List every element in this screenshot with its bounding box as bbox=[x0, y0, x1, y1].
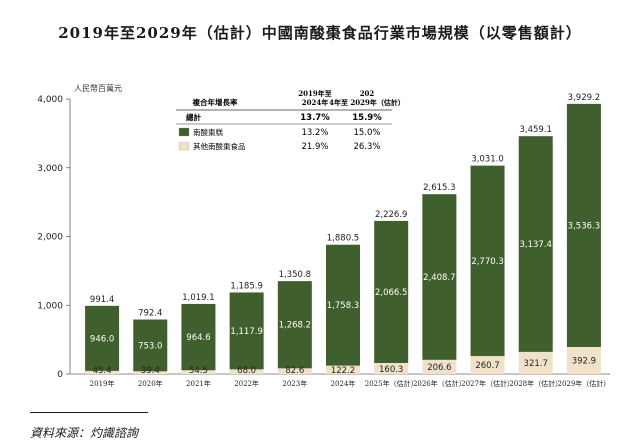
bar-other-label: 122.2 bbox=[331, 366, 355, 376]
bar-other-segment bbox=[85, 370, 120, 374]
y-tick-label: 2,000 bbox=[37, 233, 63, 243]
x-tick-label: 2023年 bbox=[282, 379, 307, 388]
bar-main-segment bbox=[374, 220, 409, 363]
cagr-row-value: 15.0% bbox=[353, 128, 380, 138]
bar-other-label: 45.4 bbox=[93, 366, 112, 376]
bar-other-label: 206.6 bbox=[427, 363, 451, 373]
bar-main-segment bbox=[181, 303, 216, 371]
bar-main-label: 946.0 bbox=[90, 334, 114, 344]
bar-main-label: 2,066.5 bbox=[375, 288, 407, 298]
bar-total-label: 3,459.1 bbox=[520, 125, 552, 135]
bar-main-label: 3,536.3 bbox=[568, 221, 600, 231]
bar-main-label: 2,408.7 bbox=[423, 273, 455, 283]
bar-total-label: 1,185.9 bbox=[230, 281, 262, 291]
cagr-row-value: 21.9% bbox=[301, 142, 328, 152]
cagr-row-value: 26.3% bbox=[353, 142, 380, 152]
bar-other-segment bbox=[566, 346, 601, 374]
y-tick-label: 1,000 bbox=[37, 301, 63, 311]
cagr-legend-swatch bbox=[178, 141, 190, 151]
bar-other-segment bbox=[518, 351, 553, 374]
cagr-col1-header: 2019年至 bbox=[298, 89, 331, 98]
bar-main-label: 1,268.2 bbox=[279, 321, 311, 331]
cagr-row-value: 15.9% bbox=[352, 113, 382, 123]
bar-main-segment bbox=[518, 136, 553, 352]
bar-main-segment bbox=[277, 281, 312, 369]
source-divider bbox=[30, 412, 148, 413]
x-tick-label: 2021年 bbox=[186, 379, 211, 388]
x-tick-label: 2026年（估計） bbox=[413, 379, 466, 388]
bar-total-label: 991.4 bbox=[90, 295, 114, 305]
y-tick-label: 4,000 bbox=[37, 95, 63, 105]
source-note: 資料來源：灼識諮詢 bbox=[30, 426, 139, 440]
bar-main-segment bbox=[326, 244, 360, 366]
bar-main-label: 753.0 bbox=[138, 341, 162, 351]
bar-other-label: 39.4 bbox=[141, 366, 160, 376]
bar-total-label: 3,031.0 bbox=[471, 155, 503, 165]
bar-total-label: 1,019.1 bbox=[182, 293, 214, 303]
bar-main-segment bbox=[85, 305, 120, 371]
x-tick-label: 2020年 bbox=[138, 379, 163, 388]
bar-other-segment bbox=[229, 369, 264, 374]
cagr-row-label: 南酸棗糕 bbox=[193, 127, 223, 137]
bar-other-label: 54.5 bbox=[189, 366, 208, 376]
bar-main-label: 964.6 bbox=[186, 333, 210, 343]
x-tick-label: 2027年（估計） bbox=[461, 379, 514, 388]
bar-total-label: 1,350.8 bbox=[279, 270, 311, 280]
bar-other-label: 68.0 bbox=[237, 366, 256, 376]
bar-main-label: 3,137.4 bbox=[520, 240, 552, 250]
x-tick-label: 2024年 bbox=[331, 379, 356, 388]
bar-main-label: 1,117.9 bbox=[230, 327, 262, 337]
x-tick-label: 2029年（估計） bbox=[557, 379, 610, 388]
cagr-col2-header: 202 bbox=[360, 89, 375, 98]
bar-main-segment bbox=[229, 292, 264, 370]
x-tick-label: 2025年（估計） bbox=[365, 379, 418, 388]
bar-other-label: 260.7 bbox=[475, 361, 499, 371]
bar-total-label: 1,880.5 bbox=[327, 234, 359, 244]
bar-other-label: 82.6 bbox=[285, 366, 304, 376]
x-tick-label: 2019年 bbox=[90, 379, 115, 388]
bar-other-segment bbox=[374, 362, 409, 374]
bar-total-label: 2,226.9 bbox=[375, 210, 407, 220]
bar-total-label: 2,615.3 bbox=[423, 183, 455, 193]
cagr-col1-header-2: 2024年 bbox=[302, 98, 328, 107]
bar-other-segment bbox=[277, 368, 312, 374]
chart-title: 2019年至2029年（估計）中國南酸棗食品行業市場規模（以零售額計） bbox=[58, 24, 582, 42]
bar-other-segment bbox=[133, 371, 168, 374]
bar-main-segment bbox=[566, 103, 601, 347]
bar-other-segment bbox=[422, 359, 457, 374]
cagr-legend-swatch bbox=[178, 127, 190, 137]
bar-main-label: 1,758.3 bbox=[327, 301, 359, 311]
bar-main-segment bbox=[133, 319, 168, 372]
cagr-row-label: 總計 bbox=[186, 112, 201, 122]
bar-total-label: 792.4 bbox=[138, 309, 162, 319]
cagr-row-label: 其他南酸棗食品 bbox=[193, 141, 246, 151]
cagr-row-value: 13.7% bbox=[300, 113, 330, 123]
bar-main-label: 2,770.3 bbox=[471, 257, 503, 267]
bar-total-label: 3,929.2 bbox=[568, 93, 600, 103]
y-tick-label: 3,000 bbox=[37, 164, 63, 174]
x-tick-label: 2028年（估計） bbox=[509, 379, 562, 388]
bar-other-label: 392.9 bbox=[572, 356, 596, 366]
y-axis-label: 人民幣百萬元 bbox=[74, 83, 122, 93]
cagr-header: 複合年增長率 bbox=[192, 97, 238, 107]
bar-other-segment bbox=[326, 365, 360, 374]
x-tick-label: 2022年 bbox=[234, 379, 259, 388]
bar-other-segment bbox=[181, 370, 216, 374]
bar-main-segment bbox=[470, 165, 505, 357]
bar-other-label: 160.3 bbox=[379, 365, 403, 375]
bar-main-segment bbox=[422, 194, 457, 360]
cagr-col2-header-2: 4年至 2029年（估計） bbox=[329, 98, 405, 107]
bar-other-label: 321.7 bbox=[524, 359, 548, 369]
y-tick-label: 0 bbox=[57, 370, 63, 380]
cagr-row-value: 13.2% bbox=[301, 128, 328, 138]
bar-other-segment bbox=[470, 356, 505, 374]
